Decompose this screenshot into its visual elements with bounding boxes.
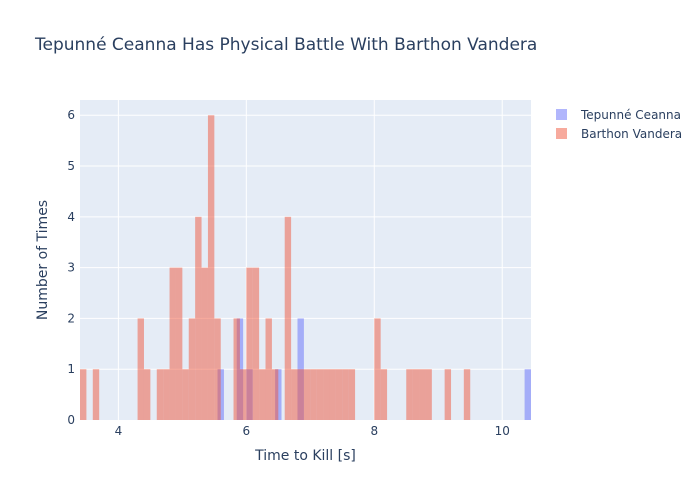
histogram-bar-series-2[interactable] [297, 369, 304, 420]
legend-label-series-2: Barthon Vandera [581, 127, 682, 141]
histogram-bar-series-2[interactable] [323, 369, 330, 420]
histogram-bar-series-2[interactable] [271, 369, 279, 420]
histogram-bar-series-2[interactable] [137, 318, 144, 420]
histogram-bar-series-2[interactable] [419, 369, 426, 420]
histogram-bar-series-2[interactable] [374, 318, 381, 420]
legend-label-series-1: Tepunné Ceanna [580, 108, 681, 122]
legend-item-series-1[interactable]: Tepunné Ceanna [556, 108, 681, 122]
histogram-bar-series-2[interactable] [252, 267, 260, 420]
histogram-bar-series-2[interactable] [316, 369, 324, 420]
histogram-bar-series-2[interactable] [80, 369, 87, 420]
legend[interactable]: Tepunné Ceanna Barthon Vandera [556, 108, 682, 141]
x-tick-label: 4 [115, 424, 123, 438]
histogram-bar-series-2[interactable] [163, 369, 170, 420]
histogram-bar-series-2[interactable] [195, 216, 202, 420]
histogram-bar-series-2[interactable] [335, 369, 343, 420]
histogram-bar-series-2[interactable] [182, 369, 189, 420]
histogram-bar-series-2[interactable] [380, 369, 388, 420]
legend-swatch-series-1 [556, 109, 567, 120]
histogram-bar-series-2[interactable] [207, 115, 215, 420]
histogram-bar-series-2[interactable] [284, 216, 292, 420]
chart-title: Tepunné Ceanna Has Physical Battle With … [34, 35, 537, 55]
histogram-bar-series-2[interactable] [329, 369, 336, 420]
y-axis-ticks: 0 1 2 3 4 5 6 [67, 108, 75, 427]
x-tick-label: 10 [495, 424, 510, 438]
histogram-bar-series-2[interactable] [348, 369, 356, 420]
histogram-bar-series-2[interactable] [259, 369, 266, 420]
x-tick-label: 8 [370, 424, 378, 438]
histogram-bar-series-2[interactable] [169, 267, 176, 420]
histogram-bar-series-2[interactable] [342, 369, 349, 420]
histogram-bar-series-2[interactable] [310, 369, 317, 420]
histogram-bar-series-2[interactable] [143, 369, 151, 420]
histogram-bar-series-2[interactable] [425, 369, 432, 420]
plot-area [80, 100, 531, 420]
y-tick-label: 6 [67, 108, 75, 122]
y-tick-label: 5 [67, 159, 75, 173]
x-axis-title: Time to Kill [s] [254, 448, 356, 464]
histogram-bar-series-2[interactable] [239, 369, 247, 420]
x-tick-label: 6 [243, 424, 251, 438]
y-tick-label: 1 [67, 362, 75, 376]
y-tick-label: 0 [67, 413, 75, 427]
histogram-bar-series-2[interactable] [444, 369, 452, 420]
legend-item-series-2[interactable]: Barthon Vandera [556, 127, 682, 141]
histogram-bar-series-2[interactable] [303, 369, 311, 420]
histogram-bar-series-2[interactable] [156, 369, 164, 420]
x-axis-ticks: 4 6 8 10 [115, 424, 510, 438]
y-tick-label: 2 [67, 311, 75, 325]
histogram-bar-series-1[interactable] [524, 369, 531, 420]
y-axis-title: Number of Times [35, 200, 51, 320]
histogram-bar-series-2[interactable] [201, 267, 208, 420]
histogram-bar-series-2[interactable] [246, 267, 253, 420]
histogram-bar-series-2[interactable] [291, 369, 298, 420]
histogram-bar-series-2[interactable] [233, 318, 240, 420]
histogram-bar-series-2[interactable] [412, 369, 420, 420]
y-tick-label: 4 [67, 210, 75, 224]
y-tick-label: 3 [67, 261, 75, 275]
histogram-bar-series-2[interactable] [265, 318, 272, 420]
histogram-bar-series-2[interactable] [214, 318, 221, 420]
histogram-bar-series-2[interactable] [406, 369, 413, 420]
histogram-bar-series-2[interactable] [175, 267, 183, 420]
histogram-bar-series-2[interactable] [188, 318, 196, 420]
bars [80, 115, 531, 420]
legend-swatch-series-2 [556, 128, 567, 139]
histogram-bar-series-2[interactable] [92, 369, 100, 420]
histogram-bar-series-2[interactable] [463, 369, 471, 420]
